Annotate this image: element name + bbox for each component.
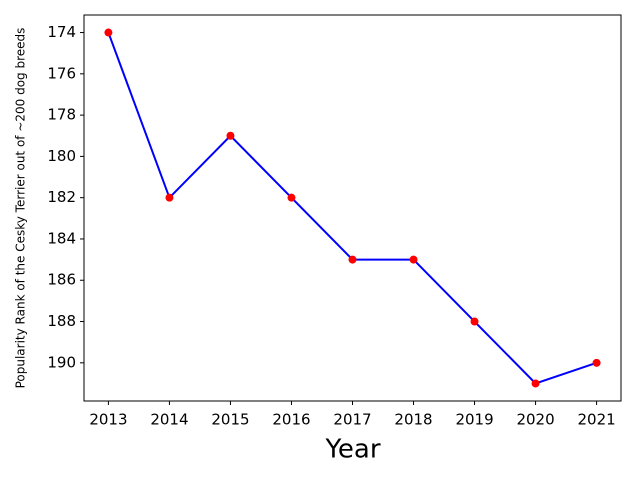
x-axis-label: Year [324, 435, 380, 465]
y-axis-label: Popularity Rank of the Cesky Terrier out… [14, 28, 28, 389]
y-tick-label: 174 [47, 23, 76, 41]
x-tick-label: 2014 [150, 411, 188, 429]
y-tick-label: 188 [47, 312, 76, 330]
y-tick-label: 176 [47, 64, 76, 82]
marker [287, 193, 296, 202]
y-tick-label: 182 [47, 188, 76, 206]
y-tick-label: 184 [47, 229, 76, 247]
x-tick-label: 2017 [333, 411, 371, 429]
plot-frame [83, 14, 622, 402]
marker [165, 193, 174, 202]
x-tick-label: 2020 [516, 411, 554, 429]
marker [531, 379, 540, 388]
x-tick-label: 2013 [89, 411, 127, 429]
x-tick-label: 2019 [455, 411, 493, 429]
x-tick-label: 2021 [577, 411, 615, 429]
y-tick-label: 180 [47, 147, 76, 165]
x-tick-label: 2016 [272, 411, 310, 429]
y-tick-label: 190 [47, 353, 76, 371]
marker [409, 255, 418, 264]
marker [470, 317, 479, 326]
marker [348, 255, 357, 264]
line [107, 32, 597, 385]
x-tick-label: 2015 [211, 411, 249, 429]
marker [104, 28, 113, 37]
y-tick-label: 186 [47, 271, 76, 289]
x-tick-label: 2018 [394, 411, 432, 429]
marker [592, 358, 601, 367]
y-tick-label: 178 [47, 106, 76, 124]
marker [226, 131, 235, 140]
